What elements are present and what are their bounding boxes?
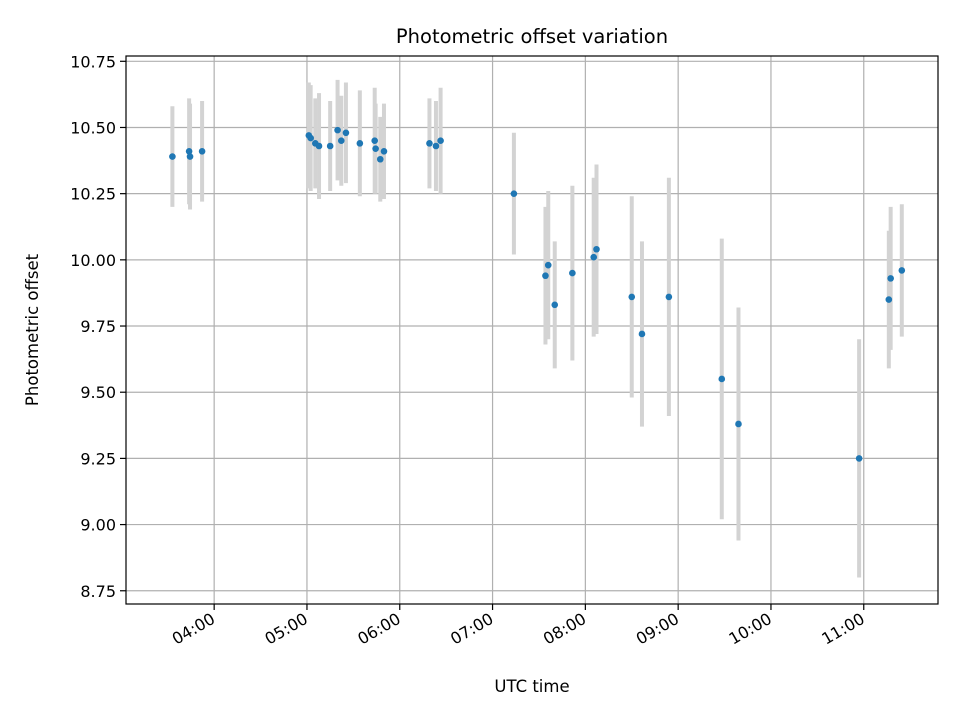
y-tick-label: 8.75 — [80, 582, 116, 601]
data-point — [593, 245, 600, 253]
data-point — [326, 142, 334, 150]
y-axis-title: Photometric offset — [23, 253, 42, 406]
data-point — [665, 293, 673, 301]
plot-frame — [125, 55, 939, 605]
x-tick-label: 04:00 — [169, 609, 218, 649]
x-tick-label: 08:00 — [540, 609, 589, 649]
data-point — [898, 267, 906, 274]
data-point — [437, 137, 444, 145]
y-tick-label: 9.75 — [80, 317, 116, 336]
y-tick-label: 9.00 — [80, 516, 116, 535]
y-tick-label: 10.75 — [70, 52, 116, 71]
x-tick-label: 06:00 — [354, 609, 403, 649]
data-point — [356, 140, 364, 147]
data-point — [551, 301, 559, 309]
data-points — [169, 126, 906, 462]
x-axis-title: UTC time — [494, 677, 569, 696]
data-point — [380, 148, 388, 155]
x-tick-label: 07:00 — [447, 609, 496, 649]
data-point — [855, 455, 863, 462]
x-tick-label: 05:00 — [262, 609, 311, 649]
data-point — [638, 330, 646, 338]
data-point — [569, 269, 576, 277]
x-tick-label: 10:00 — [726, 609, 775, 649]
data-point — [718, 375, 726, 383]
error-bars — [170, 79, 904, 578]
data-point — [432, 142, 440, 150]
data-point — [544, 261, 552, 269]
data-point — [542, 272, 549, 280]
data-point — [185, 148, 193, 155]
data-point — [334, 126, 341, 134]
data-point — [628, 293, 636, 301]
data-point — [371, 137, 379, 145]
y-tick-label: 10.25 — [70, 185, 116, 204]
y-tick-label: 10.50 — [70, 118, 116, 137]
data-point — [198, 148, 206, 155]
data-point — [590, 253, 598, 261]
data-point — [315, 142, 323, 150]
x-tick-label: 09:00 — [633, 609, 682, 649]
data-point — [337, 137, 345, 145]
x-tick-label: 11:00 — [818, 609, 867, 649]
y-tick-label: 9.25 — [80, 449, 116, 468]
y-tick-label: 10.00 — [70, 251, 116, 270]
data-point — [169, 153, 176, 160]
data-point — [885, 296, 893, 303]
data-point — [887, 275, 894, 282]
data-point — [342, 129, 350, 137]
data-point — [426, 140, 433, 147]
data-point — [510, 190, 518, 197]
data-point — [186, 153, 194, 160]
data-point — [372, 145, 379, 152]
data-point — [735, 420, 742, 428]
grid — [126, 56, 938, 604]
data-point — [307, 134, 314, 142]
y-axis-ticks: 8.75 9.00 9.25 9.50 9.75 10.00 10.25 10.50 10.75 — [70, 52, 126, 601]
x-axis-ticks: 04:00 05:00 06:00 07:00 08:00 09:00 10:00 11:00 — [169, 604, 868, 649]
y-tick-label: 9.50 — [80, 383, 116, 402]
data-point — [376, 155, 384, 163]
chart-title: Photometric offset variation — [396, 25, 668, 48]
